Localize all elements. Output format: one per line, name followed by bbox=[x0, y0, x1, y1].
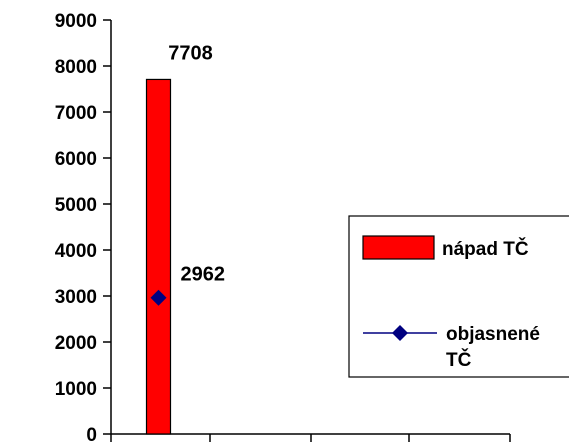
legend: nápad TČ objasnené TČ bbox=[348, 215, 569, 378]
bars bbox=[145, 78, 172, 435]
legend-label-napad: nápad TČ bbox=[442, 238, 529, 260]
y-tick-label: 0 bbox=[86, 425, 97, 445]
y-tick-label: 5000 bbox=[55, 195, 97, 216]
data-label-napad: 7708 bbox=[168, 42, 213, 64]
y-tick-label: 2000 bbox=[55, 333, 97, 354]
legend-swatch-objasnene-marker bbox=[392, 325, 408, 341]
x-axis bbox=[110, 433, 511, 442]
y-tick-label: 9000 bbox=[55, 11, 97, 32]
data-labels: 7708 2962 bbox=[168, 42, 225, 285]
bar-napad bbox=[145, 78, 172, 435]
y-tick-label: 6000 bbox=[55, 149, 97, 170]
data-label-objasnene: 2962 bbox=[181, 264, 226, 286]
markers bbox=[150, 289, 167, 306]
legend-label-objasnene: objasnené bbox=[446, 324, 540, 345]
legend-label-objasnene-cont: TČ bbox=[446, 349, 472, 371]
y-tick-label: 4000 bbox=[55, 241, 97, 262]
y-tick-label: 1000 bbox=[55, 379, 97, 400]
legend-swatch-napad bbox=[362, 235, 435, 260]
y-tick-label: 8000 bbox=[55, 57, 97, 78]
y-axis: 0 1000 2000 3000 4000 5000 6000 7000 8000 9000 bbox=[55, 11, 112, 445]
y-tick-label: 3000 bbox=[55, 287, 97, 308]
y-tick-label: 7000 bbox=[55, 103, 97, 124]
marker-objasnene bbox=[150, 289, 167, 306]
